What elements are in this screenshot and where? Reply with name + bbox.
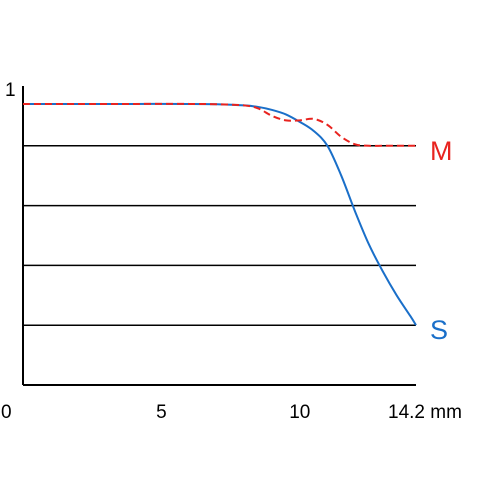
gridlines xyxy=(23,145,416,326)
x-tick-labels: 0 5 10 14.2 mm xyxy=(1,402,462,423)
series-labels: SM xyxy=(430,136,453,345)
y-tick-labels: 1 xyxy=(5,80,16,101)
x-tick-label: 14.2 mm xyxy=(388,402,462,423)
series-lines xyxy=(23,102,417,326)
y-tick-label: 1 xyxy=(5,80,16,101)
series-line-m xyxy=(23,102,416,147)
x-tick-label: 10 xyxy=(289,402,310,423)
series-line-s xyxy=(23,102,417,326)
x-tick-label: 0 xyxy=(1,402,12,423)
series-label-s: S xyxy=(430,315,448,345)
series-label-m: M xyxy=(430,136,453,166)
x-tick-label: 5 xyxy=(156,402,167,423)
